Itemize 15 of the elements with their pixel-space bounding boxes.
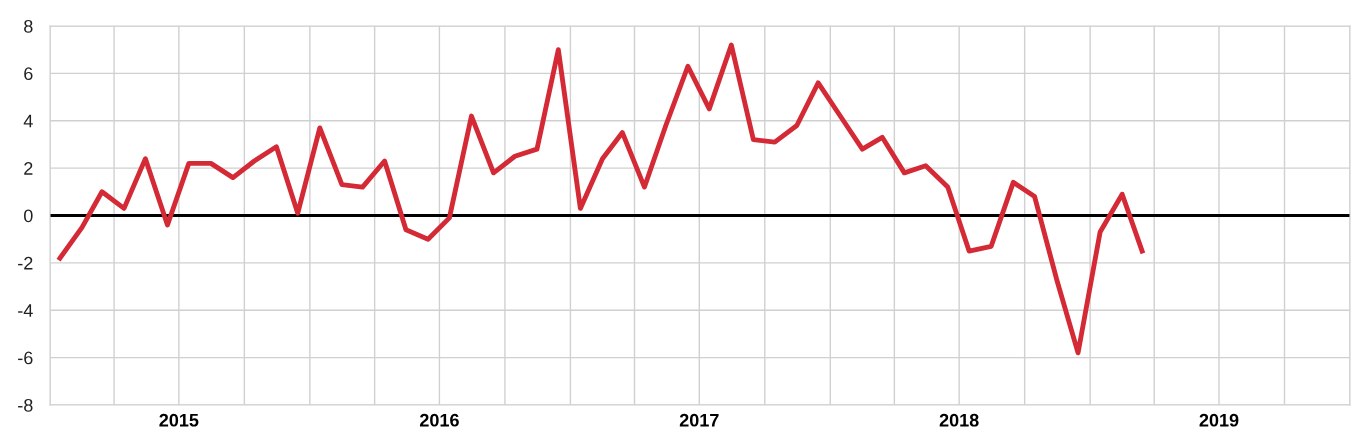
x-tick-label: 2019 (1199, 413, 1239, 427)
line-series (57, 42, 1145, 356)
y-tick-label: 4 (23, 114, 33, 128)
x-tick-label: 2016 (419, 413, 459, 427)
y-tick-label: -8 (18, 398, 33, 412)
y-tick-label: 8 (24, 19, 33, 33)
y-tick-label: 6 (24, 67, 33, 81)
x-tick-label: 2015 (159, 413, 199, 427)
y-tick-label: -4 (18, 304, 33, 317)
x-tick-label: 2018 (939, 413, 979, 427)
y-tick-label: 2 (24, 162, 33, 175)
x-tick-label: 2017 (679, 413, 719, 427)
y-tick-label: 0 (24, 209, 33, 223)
y-tick-label: -2 (18, 256, 33, 270)
y-tick-label: -6 (18, 351, 33, 365)
